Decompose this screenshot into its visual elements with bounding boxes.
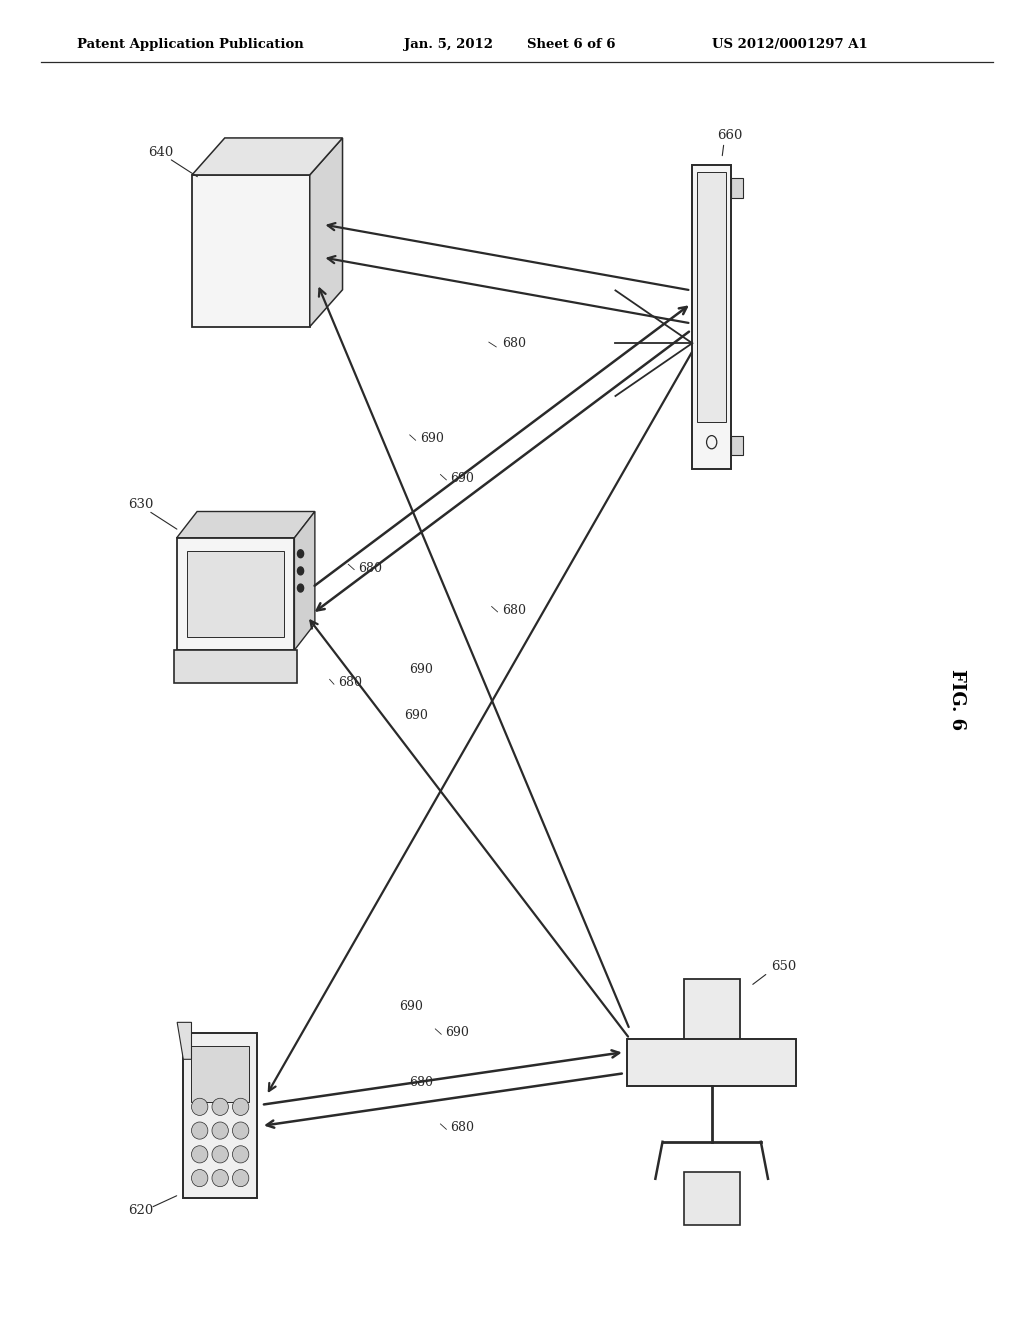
Polygon shape [692, 165, 731, 469]
Text: 690: 690 [399, 999, 423, 1012]
Text: 690: 690 [410, 663, 433, 676]
Polygon shape [183, 1032, 257, 1199]
Ellipse shape [191, 1098, 208, 1115]
Text: 690: 690 [404, 709, 428, 722]
Text: Sheet 6 of 6: Sheet 6 of 6 [527, 38, 615, 51]
Text: Jan. 5, 2012: Jan. 5, 2012 [404, 38, 494, 51]
Ellipse shape [232, 1146, 249, 1163]
Circle shape [298, 549, 304, 557]
Text: 690: 690 [445, 1026, 469, 1039]
Polygon shape [684, 1172, 739, 1225]
Text: US 2012/0001297 A1: US 2012/0001297 A1 [712, 38, 867, 51]
Polygon shape [191, 1045, 249, 1102]
Ellipse shape [212, 1170, 228, 1187]
Polygon shape [177, 1022, 191, 1059]
Polygon shape [174, 649, 297, 682]
Text: 690: 690 [420, 432, 443, 445]
Text: 690: 690 [451, 471, 474, 484]
Polygon shape [309, 137, 342, 326]
Polygon shape [627, 1039, 797, 1086]
Text: 650: 650 [771, 960, 797, 973]
Ellipse shape [212, 1122, 228, 1139]
Circle shape [298, 583, 304, 593]
Text: 680: 680 [502, 603, 525, 616]
Text: 680: 680 [410, 1076, 433, 1089]
Text: Patent Application Publication: Patent Application Publication [77, 38, 303, 51]
Polygon shape [684, 979, 739, 1043]
Text: 660: 660 [717, 128, 742, 141]
Text: FIG. 6: FIG. 6 [948, 669, 967, 730]
Ellipse shape [191, 1146, 208, 1163]
Polygon shape [731, 436, 743, 455]
Ellipse shape [212, 1146, 228, 1163]
Text: 640: 640 [148, 145, 174, 158]
Polygon shape [193, 137, 342, 174]
Circle shape [298, 568, 304, 576]
Polygon shape [177, 511, 315, 539]
Polygon shape [731, 178, 743, 198]
Polygon shape [193, 174, 309, 326]
Text: 680: 680 [502, 337, 525, 350]
Ellipse shape [191, 1170, 208, 1187]
Text: 680: 680 [451, 1121, 474, 1134]
Polygon shape [187, 552, 285, 636]
Ellipse shape [232, 1170, 249, 1187]
Text: 680: 680 [338, 676, 361, 689]
Ellipse shape [232, 1122, 249, 1139]
Ellipse shape [232, 1098, 249, 1115]
Text: 680: 680 [358, 561, 382, 574]
Ellipse shape [212, 1098, 228, 1115]
Polygon shape [177, 539, 295, 649]
Polygon shape [697, 172, 726, 422]
Polygon shape [295, 511, 315, 649]
Text: 620: 620 [128, 1204, 154, 1217]
Ellipse shape [191, 1122, 208, 1139]
Text: 630: 630 [128, 498, 154, 511]
